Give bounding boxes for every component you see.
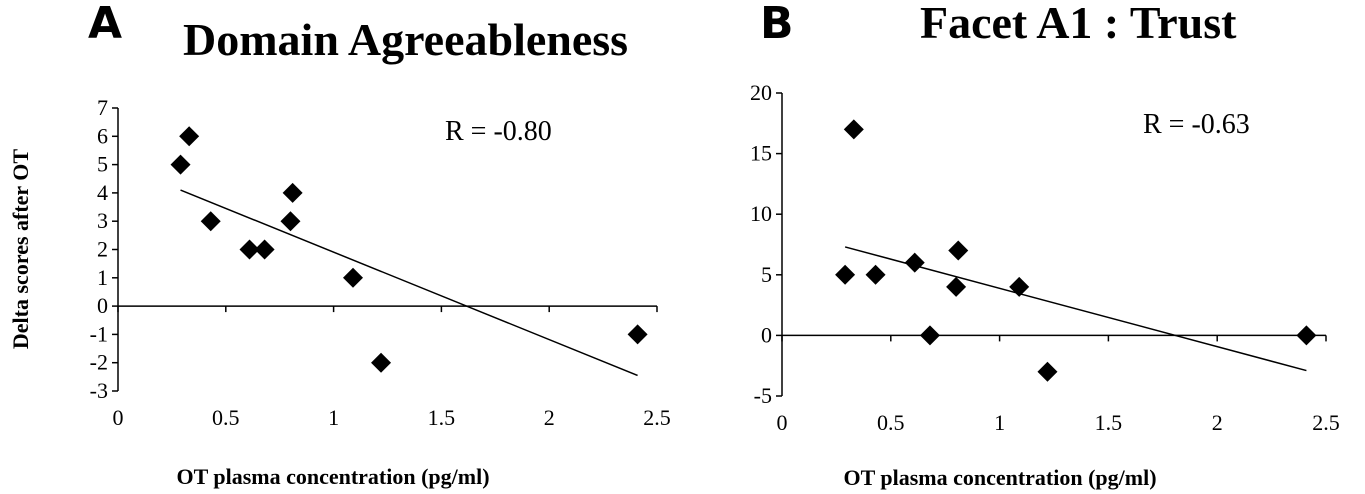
panel-a-x-axis-label: OT plasma concentration (pg/ml) — [176, 464, 489, 489]
panel-a-data-point — [282, 182, 303, 203]
panel-b-data-point — [946, 276, 967, 297]
panel-a-y-tick-label: 1 — [97, 265, 108, 290]
panel-b-x-tick-label: 0.5 — [877, 410, 905, 435]
panel-a-x-tick-label: 1 — [328, 405, 339, 430]
panel-b-y-tick-label: 15 — [750, 141, 772, 166]
panel-b-y-tick-label: 0 — [761, 322, 772, 347]
panel-b-x-tick-label: 2 — [1212, 410, 1223, 435]
panel-a-y-tick-label: -3 — [90, 378, 108, 403]
panel-a-y-tick-label: 6 — [97, 123, 108, 148]
panel-b-data-point — [843, 119, 864, 140]
panel-a-data-point — [343, 267, 364, 288]
panel-a-x-tick-label: 1.5 — [428, 405, 456, 430]
panel-b-y-tick-label: -5 — [754, 383, 772, 408]
panel-b-data-point — [835, 264, 856, 285]
panel-a-x-tick-label: 2 — [544, 405, 555, 430]
panel-b-letter: B — [760, 0, 794, 49]
panel-a: A Domain Agreeableness Delta scores afte… — [8, 0, 671, 489]
panel-b-data-point — [948, 240, 969, 261]
panel-a-y-tick-label: 0 — [97, 293, 108, 318]
panel-a-title: Domain Agreeableness — [183, 14, 628, 65]
panel-b: B Facet A1 : Trust OT plasma concentrati… — [750, 0, 1340, 490]
panel-a-plot-area: -3 -2 -1 0 1 2 3 4 5 6 7 0 0.5 1 1.5 2 2.5 — [90, 95, 671, 430]
panel-a-y-tick-label: 2 — [97, 237, 108, 262]
panel-b-data-point — [1009, 276, 1030, 297]
panel-b-y-tick-label: 10 — [750, 201, 772, 226]
panel-a-x-tick-label: 0 — [113, 405, 124, 430]
panel-a-letter: A — [88, 0, 122, 49]
panel-b-x-tick-label: 1 — [994, 410, 1005, 435]
panel-a-y-tick-label: 3 — [97, 208, 108, 233]
panel-a-trendline — [180, 189, 638, 377]
panel-b-trendline — [844, 246, 1307, 372]
panel-b-y-tick-label: 5 — [761, 262, 772, 287]
panel-a-y-tick-label: 4 — [97, 180, 108, 205]
panel-a-y-tick-label: -2 — [90, 350, 108, 375]
panel-a-x-tick-label: 2.5 — [643, 405, 671, 430]
panel-a-data-point — [280, 211, 301, 232]
panel-b-x-axis-label: OT plasma concentration (pg/ml) — [843, 465, 1156, 490]
panel-b-title: Facet A1 : Trust — [920, 0, 1237, 48]
panel-a-data-point — [239, 239, 260, 260]
panel-a-y-tick-label: 5 — [97, 152, 108, 177]
panel-a-data-point — [371, 352, 392, 373]
panel-a-data-point — [179, 126, 200, 147]
panel-a-data-point — [627, 324, 648, 345]
panel-a-data-point — [170, 154, 191, 175]
panel-b-x-tick-label: 1.5 — [1095, 410, 1123, 435]
panel-b-data-point — [904, 252, 925, 273]
panel-b-x-tick-label: 2.5 — [1312, 410, 1340, 435]
panel-a-y-tick-label: 7 — [97, 95, 108, 120]
panel-b-r-annotation: R = -0.63 — [1143, 109, 1250, 140]
panel-b-data-point — [1037, 361, 1058, 382]
panel-a-data-point — [254, 239, 275, 260]
panel-b-x-tick-label: 0 — [777, 410, 788, 435]
panel-a-x-tick-label: 0.5 — [212, 405, 240, 430]
panel-b-data-point — [919, 325, 940, 346]
panel-b-data-point — [1296, 325, 1317, 346]
panel-a-y-tick-label: -1 — [90, 321, 108, 346]
panel-a-data-point — [200, 211, 221, 232]
panel-b-data-point — [865, 264, 886, 285]
panel-a-r-annotation: R = -0.80 — [445, 116, 552, 147]
panel-b-y-tick-label: 20 — [750, 80, 772, 105]
panel-a-y-axis-label: Delta scores after OT — [8, 149, 33, 350]
